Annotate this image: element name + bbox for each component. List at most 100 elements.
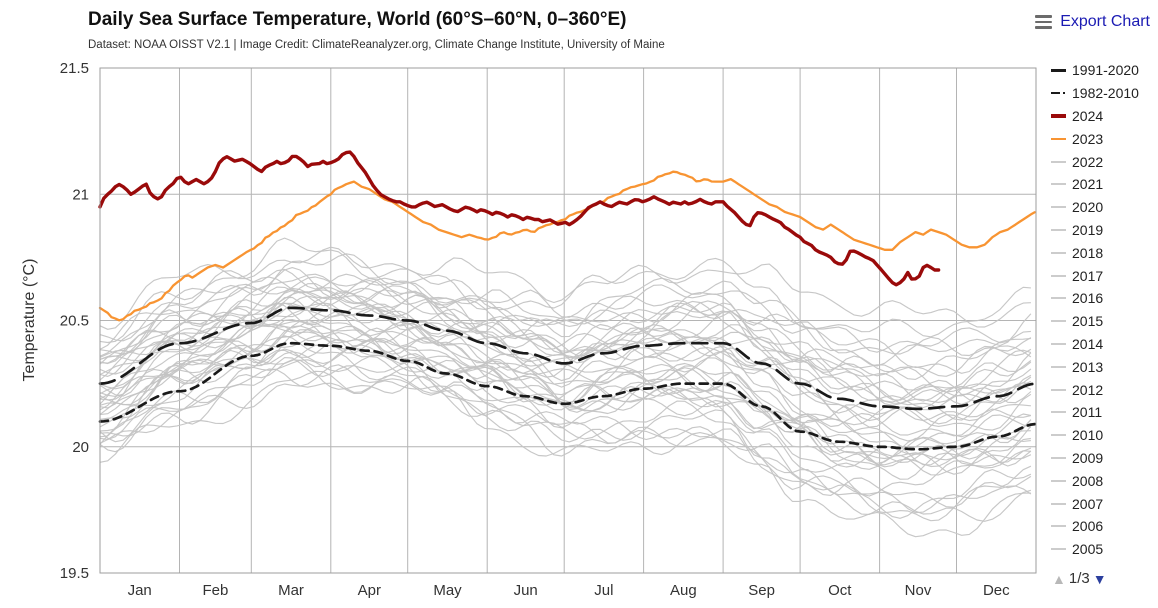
legend-swatch [1051, 548, 1066, 551]
legend-item-2021[interactable]: 2021 [1051, 173, 1157, 196]
background-year-line-1997 [99, 309, 1032, 431]
legend-label: 1991-2020 [1072, 62, 1139, 79]
legend-label: 2024 [1072, 107, 1104, 124]
legend-item-2022[interactable]: 2022 [1051, 150, 1157, 173]
x-tick-label: Aug [670, 582, 697, 599]
legend-item-2011[interactable]: 2011 [1051, 401, 1157, 424]
legend-label: 2009 [1072, 449, 1104, 466]
legend-item-2017[interactable]: 2017 [1051, 264, 1157, 287]
legend-item-2015[interactable]: 2015 [1051, 310, 1157, 333]
legend-swatch [1051, 274, 1066, 277]
background-year-line-2012 [99, 306, 1031, 442]
legend-item-2005[interactable]: 2005 [1051, 538, 1157, 561]
series-line-2024 [98, 150, 941, 287]
legend-label: 2007 [1072, 495, 1104, 512]
legend-swatch [1051, 69, 1066, 72]
x-tick-label: May [433, 582, 462, 599]
legend-swatch [1051, 228, 1066, 231]
series-line-1982-2010 [98, 341, 1037, 451]
background-year-line-2022 [99, 276, 1032, 357]
legend-item-2019[interactable]: 2019 [1051, 219, 1157, 242]
series-line-1991-2020 [98, 306, 1037, 411]
page-title: Daily Sea Surface Temperature, World (60… [88, 9, 627, 30]
background-year-line-2009 [99, 304, 1032, 404]
background-year-line-2016 [99, 246, 1031, 330]
y-tick-label: 20 [72, 439, 89, 456]
series-line-2023 [98, 170, 1036, 322]
background-year-line-1985 [99, 370, 1031, 538]
legend-item-2023[interactable]: 2023 [1051, 127, 1157, 150]
background-year-line-2003 [99, 296, 1031, 402]
legend-label: 1982-2010 [1072, 85, 1139, 102]
legend-swatch [1051, 525, 1066, 528]
legend-page-up-icon[interactable]: ▲ [1052, 570, 1066, 587]
legend-label: 2023 [1072, 130, 1104, 147]
legend-label: 2018 [1072, 244, 1104, 261]
background-year-line-2008 [99, 324, 1032, 450]
export-chart-button[interactable]: Export Chart [1035, 13, 1150, 31]
export-chart-label: Export Chart [1060, 13, 1150, 30]
legend-label: 2017 [1072, 267, 1104, 284]
legend-swatch [1051, 297, 1066, 300]
background-year-line-1996 [99, 344, 1032, 468]
y-tick-label: 19.5 [60, 565, 89, 582]
legend-item-2012[interactable]: 2012 [1051, 378, 1157, 401]
background-year-line-2013 [99, 283, 1032, 414]
legend-swatch [1051, 502, 1066, 505]
legend-label: 2021 [1072, 176, 1104, 193]
legend-label: 2022 [1072, 153, 1104, 170]
legend-swatch [1051, 160, 1066, 163]
background-year-line-1986 [99, 356, 1032, 519]
legend-item-2014[interactable]: 2014 [1051, 333, 1157, 356]
legend-item-2018[interactable]: 2018 [1051, 241, 1157, 264]
legend-item-1991-2020[interactable]: 1991-2020 [1051, 59, 1157, 82]
legend-label: 2019 [1072, 221, 1104, 238]
legend: 1991-2020 1982-2010 2024 2023 2022 2021 2020 20… [1051, 59, 1157, 561]
x-tick-label: Oct [828, 582, 852, 599]
background-year-line-2017 [99, 273, 1031, 374]
y-tick-label: 20.5 [60, 313, 89, 330]
background-year-line-2020 [99, 237, 1031, 344]
y-tick-label: 21.5 [60, 60, 89, 77]
legend-item-2024[interactable]: 2024 [1051, 105, 1157, 128]
legend-swatch [1051, 114, 1066, 118]
legend-swatch [1051, 388, 1066, 391]
x-tick-label: Mar [278, 582, 304, 599]
legend-page-label: 1/3 [1068, 570, 1090, 587]
x-tick-label: Feb [202, 582, 228, 599]
background-year-line-1992 [99, 357, 1032, 522]
legend-item-2006[interactable]: 2006 [1051, 515, 1157, 538]
legend-item-2020[interactable]: 2020 [1051, 196, 1157, 219]
legend-item-2016[interactable]: 2016 [1051, 287, 1157, 310]
background-year-line-1993 [99, 338, 1031, 497]
legend-item-2008[interactable]: 2008 [1051, 469, 1157, 492]
plot-area[interactable] [100, 68, 1036, 573]
y-tick-label: 21 [72, 186, 89, 203]
legend-label: 2012 [1072, 381, 1104, 398]
x-tick-label: Jan [128, 582, 152, 599]
legend-label: 2013 [1072, 358, 1104, 375]
legend-swatch [1051, 320, 1066, 323]
legend-pagination: ▲ 1/3 ▼ [1052, 570, 1107, 587]
legend-swatch [1051, 183, 1066, 186]
x-tick-label: Jun [514, 582, 538, 599]
legend-item-2010[interactable]: 2010 [1051, 424, 1157, 447]
legend-swatch [1051, 434, 1066, 437]
legend-swatch [1051, 342, 1066, 345]
legend-label: 2016 [1072, 290, 1104, 307]
background-year-line-2021 [99, 276, 1032, 380]
legend-item-2009[interactable]: 2009 [1051, 447, 1157, 470]
legend-page-down-icon[interactable]: ▼ [1092, 570, 1107, 587]
legend-label: 2011 [1072, 404, 1103, 421]
background-year-line-1994 [99, 325, 1031, 468]
legend-item-2013[interactable]: 2013 [1051, 355, 1157, 378]
legend-swatch [1051, 456, 1066, 459]
legend-item-2007[interactable]: 2007 [1051, 492, 1157, 515]
legend-swatch [1051, 411, 1066, 414]
legend-item-1982-2010[interactable]: 1982-2010 [1051, 82, 1157, 105]
legend-label: 2020 [1072, 199, 1104, 216]
legend-swatch [1051, 206, 1066, 209]
legend-swatch [1051, 479, 1066, 482]
legend-label: 2015 [1072, 313, 1104, 330]
background-year-line-2018 [99, 277, 1032, 401]
